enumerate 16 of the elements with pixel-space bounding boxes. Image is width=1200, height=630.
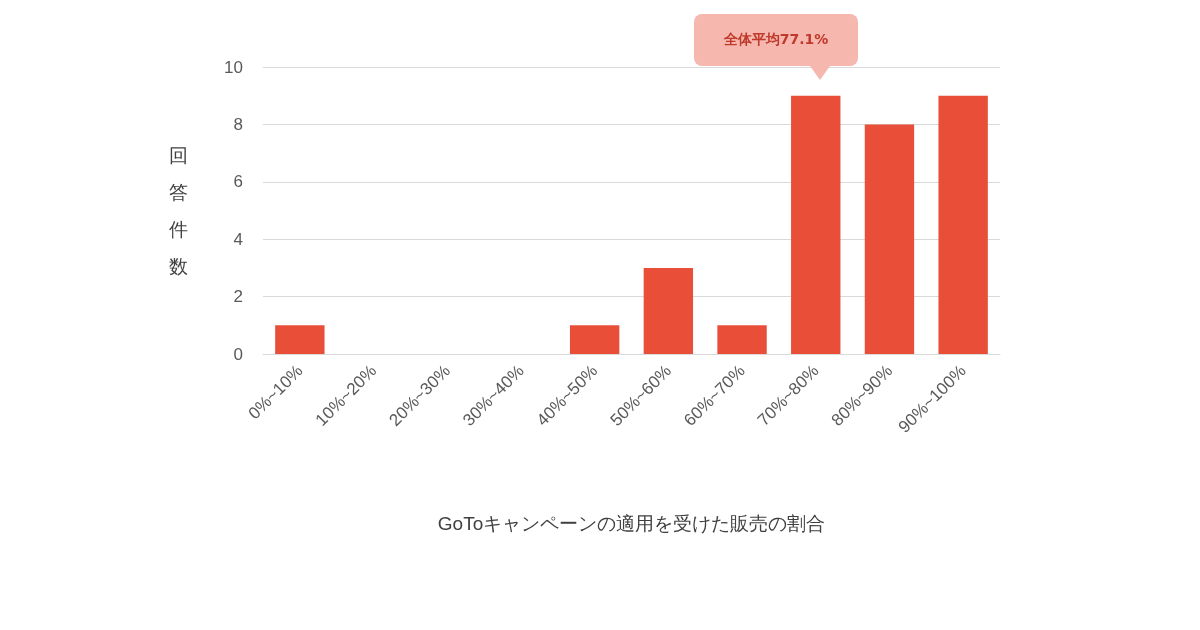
bar (643, 267, 694, 354)
y-axis-title: 回答件数 (169, 144, 188, 277)
bar (717, 325, 767, 354)
y-tick-label: 4 (233, 229, 243, 249)
y-tick-label: 10 (224, 57, 243, 77)
text: 全体平均77.1% (694, 14, 858, 66)
bar (864, 124, 915, 354)
bar (275, 325, 325, 354)
bar (938, 95, 988, 354)
y-tick-label: 6 (233, 172, 243, 192)
y-tick-label: 8 (233, 114, 243, 134)
bar (569, 325, 620, 354)
x-axis-title: GoToキャンペーンの適用を受けた販売の割合 (437, 513, 826, 534)
bar (791, 95, 841, 354)
y-tick-label: 2 (233, 287, 243, 307)
y-tick-label: 0 (233, 344, 243, 364)
